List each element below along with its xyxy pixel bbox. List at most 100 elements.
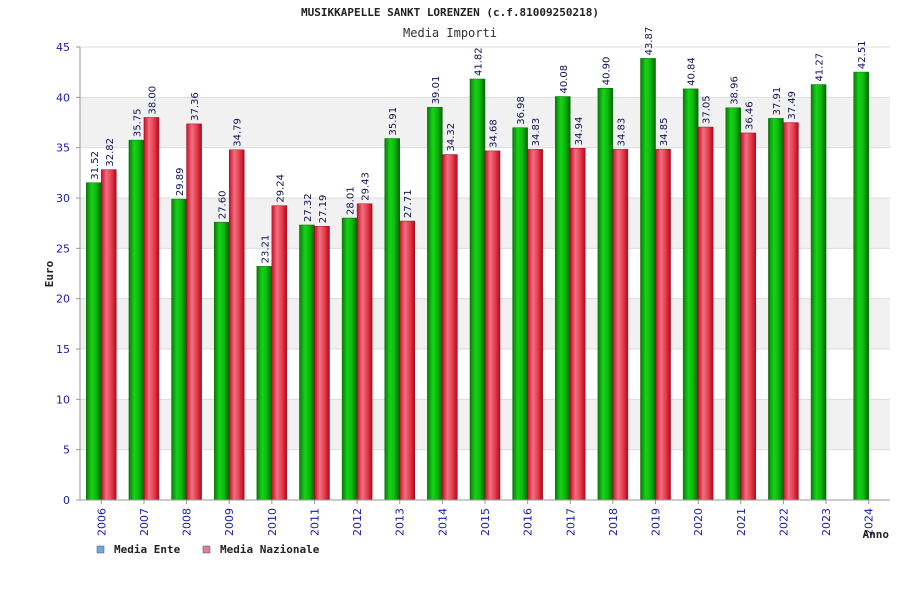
bar-media-nazionale (399, 220, 415, 501)
x-tick-label: 2024 (863, 508, 876, 536)
bar-media-ente (555, 96, 571, 501)
data-label-media-nazionale: 34.68 (489, 119, 500, 148)
data-label-media-nazionale: 34.85 (659, 118, 670, 147)
data-label-media-nazionale: 34.32 (446, 123, 457, 152)
bar-media-nazionale (612, 149, 629, 501)
x-tick-label: 2011 (308, 508, 321, 536)
y-tick-label: 15 (56, 343, 70, 356)
bar-media-nazionale (101, 169, 117, 501)
y-axis-ticks: 0 5 10 15 20 25 30 35 40 45 (56, 41, 80, 507)
bar-media-ente (427, 107, 443, 501)
data-label-media-ente: 40.08 (559, 65, 570, 94)
x-tick-label: 2009 (223, 508, 236, 536)
bar-media-ente (171, 198, 187, 501)
y-tick-label: 20 (56, 293, 70, 306)
x-tick-label: 2021 (735, 508, 748, 536)
x-tick-label: 2008 (181, 508, 194, 536)
x-tick-label: 2023 (820, 508, 833, 536)
x-tick-label: 2007 (138, 508, 151, 536)
data-label-media-nazionale: 34.83 (531, 118, 542, 147)
legend-label-media-nazionale: Media Nazionale (220, 543, 320, 556)
data-label-media-nazionale: 32.82 (105, 138, 116, 167)
legend-swatch-media-ente (96, 545, 105, 554)
data-label-media-nazionale: 38.00 (147, 86, 158, 115)
x-tick-label: 2017 (564, 508, 577, 536)
bar-media-nazionale (143, 117, 160, 501)
bar-media-ente (682, 88, 699, 501)
data-label-media-nazionale: 27.19 (318, 195, 329, 224)
x-tick-label: 2010 (266, 508, 279, 536)
y-tick-label: 0 (63, 494, 70, 507)
data-label-media-nazionale: 37.49 (787, 91, 798, 120)
data-label-media-nazionale: 34.83 (616, 118, 627, 147)
bar-media-ente (384, 138, 400, 501)
bar-media-nazionale (697, 126, 714, 501)
legend: Media Ente Media Nazionale (96, 543, 320, 556)
y-tick-label: 25 (56, 242, 70, 255)
bar-media-nazionale (484, 150, 501, 501)
bar-media-nazionale (186, 123, 202, 501)
data-label-media-ente: 40.90 (601, 57, 612, 86)
data-label-media-ente: 35.75 (132, 108, 143, 137)
bar-media-nazionale (570, 148, 586, 501)
y-tick-label: 45 (56, 41, 70, 54)
y-tick-label: 40 (56, 91, 70, 104)
chart-subtitle: Media Importi (403, 26, 497, 40)
bar-media-nazionale (356, 203, 373, 501)
chart-title: MUSIKKAPELLE SANKT LORENZEN (c.f.8100925… (301, 6, 599, 19)
data-label-media-ente: 31.52 (90, 151, 101, 180)
bar-media-ente (213, 221, 230, 501)
data-label-media-ente: 36.98 (516, 96, 527, 125)
bar-media-ente (512, 127, 528, 501)
bar-media-ente (640, 58, 656, 501)
bar-media-nazionale (740, 132, 757, 501)
x-tick-label: 2016 (522, 508, 535, 536)
x-tick-label: 2006 (95, 508, 108, 536)
bar-media-ente (299, 224, 315, 501)
bar-media-nazionale (271, 205, 288, 501)
data-label-media-ente: 27.32 (303, 193, 314, 222)
x-axis-label: Anno (863, 528, 890, 541)
data-label-media-ente: 23.21 (260, 235, 271, 264)
bar-media-ente (853, 71, 869, 501)
data-label-media-ente: 38.96 (729, 76, 740, 105)
y-tick-label: 5 (63, 444, 70, 457)
bar-media-ente (128, 139, 145, 501)
x-tick-label: 2018 (607, 508, 620, 536)
bar-media-ente (810, 84, 827, 501)
x-tick-label: 2020 (692, 508, 705, 536)
data-label-media-ente: 41.82 (474, 47, 485, 76)
data-label-media-ente: 41.27 (815, 53, 826, 82)
x-tick-label: 2022 (777, 508, 790, 536)
bars (86, 58, 869, 501)
data-label-media-ente: 37.91 (772, 87, 783, 116)
x-tick-label: 2015 (479, 508, 492, 536)
data-label-media-ente: 43.87 (644, 27, 655, 56)
bar-media-ente (86, 182, 102, 501)
data-label-media-ente: 28.01 (346, 186, 357, 215)
bar-media-ente (341, 217, 358, 501)
data-label-media-ente: 39.01 (431, 76, 442, 105)
bar-media-ente (768, 118, 784, 501)
bar-media-ente (725, 107, 742, 501)
data-label-media-ente: 40.84 (687, 57, 698, 86)
y-tick-label: 10 (56, 393, 70, 406)
data-label-media-ente: 29.89 (175, 167, 186, 196)
x-tick-label: 2019 (650, 508, 663, 536)
x-tick-label: 2013 (394, 508, 407, 536)
bar-media-ente (597, 88, 614, 501)
bar-media-nazionale (783, 122, 799, 501)
bar-media-nazionale (228, 149, 245, 501)
data-label-media-nazionale: 36.46 (744, 101, 755, 130)
y-axis-label: Euro (43, 260, 56, 287)
x-tick-label: 2014 (436, 508, 449, 536)
data-label-media-nazionale: 34.79 (233, 118, 244, 147)
x-axis-ticks: 2006 2007 2008 2009 2010 2011 2012 2013 2014 2015… (95, 500, 876, 536)
bar-media-nazionale (442, 154, 458, 501)
data-label-media-ente: 42.51 (857, 40, 868, 69)
data-label-media-nazionale: 29.43 (361, 172, 372, 201)
data-label-media-nazionale: 37.36 (190, 92, 201, 121)
y-tick-label: 35 (56, 142, 70, 155)
legend-label-media-ente: Media Ente (114, 543, 181, 556)
